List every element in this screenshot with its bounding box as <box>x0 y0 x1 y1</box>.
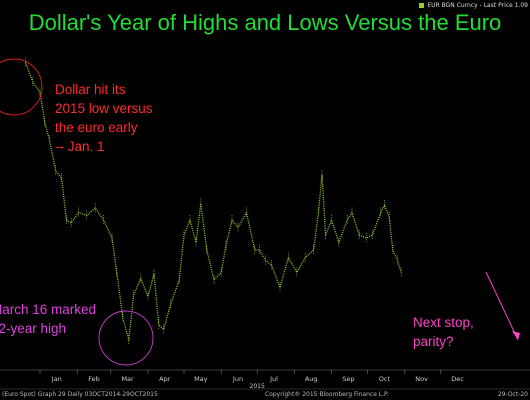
annotation-line: March 16 marked <box>0 302 97 317</box>
annotation-next-stop: Next stop, parity? <box>413 313 474 351</box>
legend-label: EUR BGN Curncy - Last Price 1.09 <box>427 2 528 9</box>
x-tick-label: Sep <box>342 375 354 383</box>
annotation-line: -- Jan. 1 <box>55 139 105 154</box>
x-tick-label: May <box>194 375 208 383</box>
arrow-shaft <box>485 271 519 341</box>
footer: (Euro Spot) Graph 29 Daily 03OCT2014-29O… <box>0 389 530 400</box>
x-tick-label: Nov <box>415 375 428 383</box>
annotation-line: Dollar hit its <box>55 82 126 97</box>
legend-swatch <box>419 3 425 8</box>
x-tick-label: Mar <box>121 375 134 383</box>
chart-title: Dollar's Year of Highs and Lows Versus t… <box>28 10 502 35</box>
x-tick-label: Jul <box>269 375 278 383</box>
x-tick-label: Aug <box>305 375 318 383</box>
x-tick-label: Jan <box>51 375 62 383</box>
annotation-line: Next stop, <box>413 315 474 330</box>
footer-right: 29-Oct-20 <box>497 391 528 398</box>
annotation-line: parity? <box>413 334 454 349</box>
legend: EUR BGN Curncy - Last Price 1.09 <box>419 2 528 9</box>
jan-low-circle <box>0 58 43 116</box>
x-tick-label: Oct <box>379 375 391 383</box>
annotation-march-high: March 16 marked 12-year high <box>0 300 96 338</box>
annotation-line: 2015 low versus <box>55 101 153 116</box>
x-year-label: 2015 <box>250 383 265 390</box>
footer-center: Copyright® 2015 Bloomberg Finance L.P. <box>265 391 389 398</box>
x-tick-label: Jun <box>232 375 243 383</box>
annotation-line: the euro early <box>55 120 138 135</box>
footer-left: (Euro Spot) Graph 29 Daily 03OCT2014-29O… <box>2 391 158 398</box>
annotation-jan-low: Dollar hit its 2015 low versus the euro … <box>55 80 153 156</box>
march-high-circle <box>98 310 154 366</box>
arrow-head <box>512 331 520 340</box>
x-tick-label: Apr <box>159 375 171 383</box>
x-tick-label: Feb <box>88 375 100 383</box>
x-tick-label: Dec <box>451 375 464 383</box>
annotation-line: 12-year high <box>0 321 67 336</box>
